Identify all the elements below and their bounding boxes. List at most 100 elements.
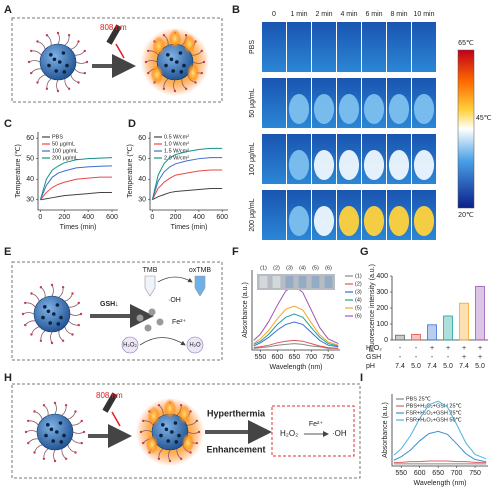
ion — [156, 318, 164, 326]
pore — [171, 69, 175, 73]
pore — [169, 57, 174, 62]
ligand — [25, 430, 38, 433]
colorbar — [457, 49, 475, 209]
ligand-end — [33, 451, 36, 454]
ligand-end — [33, 410, 36, 413]
y-axis-label: Temperature (℃) — [127, 144, 134, 198]
pore — [44, 433, 48, 438]
condition-cell: + — [462, 354, 466, 361]
legend-label: 100 μg/mL — [52, 148, 78, 154]
y-tick-label: 50 — [26, 156, 34, 163]
legend-label: FSR+H₂O₂+GSH 50℃ — [406, 417, 463, 423]
pore — [46, 309, 51, 314]
ligand-end — [39, 286, 43, 289]
pore — [164, 63, 168, 68]
thermal-spot — [363, 150, 385, 180]
ligand — [28, 60, 41, 63]
thermal-image — [262, 190, 286, 240]
ligand-end — [195, 419, 198, 423]
h2o2-label: H₂O₂ — [123, 343, 137, 349]
pore — [52, 57, 57, 62]
condition-name: pH — [366, 363, 375, 370]
pore — [61, 51, 66, 55]
molecule — [121, 336, 139, 354]
ligand — [64, 35, 70, 46]
ligand-end — [42, 457, 46, 460]
thermal-spot — [388, 94, 410, 124]
ligand-end — [36, 81, 39, 84]
ligand — [27, 438, 39, 444]
thermal-spot — [288, 94, 310, 124]
pore — [46, 423, 50, 427]
pore — [166, 53, 170, 57]
thermal-image — [337, 22, 361, 72]
pore — [52, 312, 56, 316]
ligand-end — [45, 87, 49, 90]
ligand-end — [24, 430, 28, 434]
ligand-end — [168, 459, 172, 463]
legend-label: FSR+H₂O₂+GSH 25℃ — [406, 410, 463, 416]
flame — [163, 398, 177, 419]
panel-label: B — [232, 4, 240, 16]
ligand — [71, 420, 83, 426]
pore — [43, 305, 47, 309]
gsh-label: GSH↓ — [100, 301, 119, 308]
condition-cell: 5.0 — [475, 363, 485, 370]
arc-arrow — [139, 337, 186, 346]
colorbar-label: 45℃ — [476, 115, 492, 122]
row-label: 100 μg/mL — [249, 142, 256, 175]
ligand — [31, 326, 40, 335]
legend-label: 2.0 W/cm² — [164, 155, 189, 161]
thermal-image — [262, 134, 286, 184]
y-axis-label: Absorbance (a.u.) — [242, 282, 249, 338]
ligand — [57, 32, 60, 45]
ligand-end — [67, 34, 71, 37]
ligand — [37, 41, 46, 50]
thermal-spot — [288, 150, 310, 180]
x-tick-label: 650 — [432, 470, 444, 477]
ligand-end — [45, 34, 49, 37]
legend-label: (1) — [355, 273, 362, 279]
condition-cell: - — [447, 354, 450, 361]
ligand-end — [39, 339, 43, 342]
x-tick-label: 550 — [255, 354, 267, 361]
condition-cell: 7.4 — [427, 363, 437, 370]
ligand — [74, 50, 86, 56]
ligand — [69, 313, 82, 316]
ligand — [75, 61, 88, 64]
ligand — [37, 74, 46, 83]
flame — [145, 434, 159, 455]
ligand — [68, 302, 80, 308]
ligand-end — [64, 404, 68, 407]
ligand-end — [197, 430, 201, 434]
legend-label: 50 μg/mL — [52, 141, 75, 147]
condition-cell: - — [399, 354, 402, 361]
ligand-end — [173, 89, 177, 93]
ligand — [43, 448, 49, 459]
pore — [49, 53, 53, 57]
ligand-end — [157, 457, 161, 460]
reaction-box — [271, 405, 355, 457]
series-line — [151, 169, 223, 200]
ligand-end — [21, 312, 25, 316]
sample-photo — [257, 274, 335, 290]
ligand — [54, 402, 57, 415]
bar — [443, 315, 453, 341]
thermal-image — [387, 22, 411, 72]
panel-label: E — [4, 246, 11, 258]
tmb-label: TMB — [143, 267, 158, 274]
panel-label: F — [232, 246, 239, 258]
pore — [166, 439, 170, 443]
ligand — [46, 34, 52, 46]
ligand-end — [74, 451, 77, 454]
ligand-end — [82, 430, 86, 434]
pore — [177, 433, 181, 438]
ligand-end — [56, 89, 60, 93]
pore — [55, 430, 59, 434]
ligand-end — [200, 71, 203, 75]
ligand-end — [71, 333, 74, 336]
ligand — [34, 444, 43, 453]
ligand-end — [74, 410, 77, 413]
series-line — [253, 339, 339, 349]
ligand — [24, 320, 36, 326]
